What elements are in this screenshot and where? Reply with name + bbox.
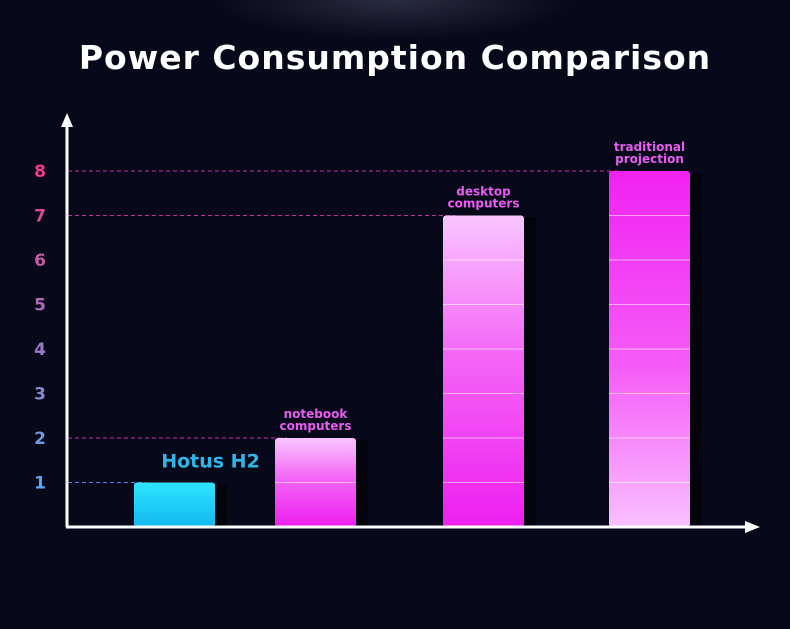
y-tick-label: 4 bbox=[34, 340, 46, 360]
bar-label: computers bbox=[280, 419, 352, 433]
y-tick-label: 6 bbox=[34, 251, 46, 271]
y-tick-label: 7 bbox=[34, 207, 46, 227]
bar bbox=[443, 215, 524, 527]
chart-title: Power Consumption Comparison bbox=[78, 38, 712, 77]
y-tick-label: 8 bbox=[34, 162, 46, 182]
y-tick-labels: 1 2 3 4 5 6 7 8 bbox=[34, 162, 46, 494]
bar bbox=[134, 482, 215, 527]
bar-label: desktop bbox=[456, 185, 511, 199]
y-axis-arrow-icon bbox=[61, 113, 73, 127]
y-tick-label: 2 bbox=[34, 429, 46, 449]
y-tick-label: 3 bbox=[34, 385, 46, 405]
y-tick-label: 1 bbox=[34, 474, 46, 494]
bar-labels: Hotus H2notebookcomputersdesktopcomputer… bbox=[161, 140, 685, 473]
bar-label: traditional bbox=[614, 140, 685, 154]
bar-label: projection bbox=[615, 152, 684, 166]
bar-label: computers bbox=[448, 197, 520, 211]
bar-label: notebook bbox=[284, 407, 349, 421]
bars-group bbox=[134, 171, 702, 527]
axes bbox=[61, 113, 760, 533]
guide-lines bbox=[68, 170, 621, 483]
bar-label: Hotus H2 bbox=[161, 451, 260, 473]
y-tick-label: 5 bbox=[34, 296, 46, 316]
x-axis-arrow-icon bbox=[745, 521, 760, 533]
